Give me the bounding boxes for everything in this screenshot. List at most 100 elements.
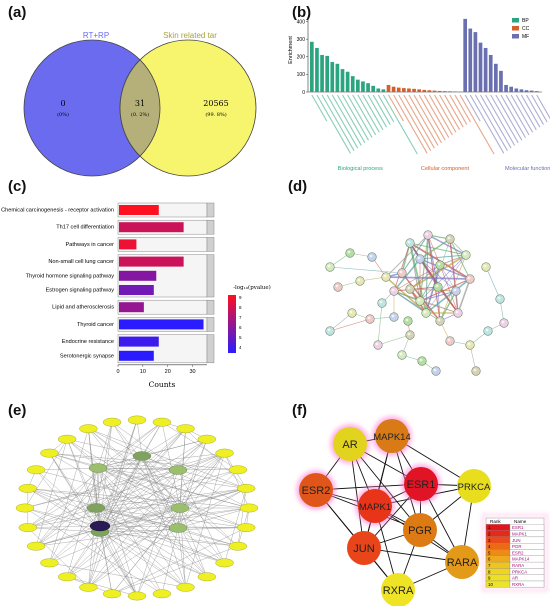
go-term-label	[520, 94, 541, 128]
kegg-xtick-label: 10	[140, 369, 146, 375]
go-term-label	[347, 94, 373, 138]
ring-edge	[99, 419, 138, 527]
ppi-edge	[385, 234, 429, 278]
ppi-node	[451, 286, 461, 296]
go-term-label	[362, 94, 384, 131]
ppi-edge	[377, 334, 411, 346]
ppi-node	[445, 336, 455, 346]
ring-node	[176, 582, 195, 592]
rank-table-rank: 10	[488, 582, 493, 587]
ring-edge	[185, 428, 247, 489]
ring-node	[57, 572, 77, 582]
go-term-label	[403, 94, 435, 149]
ppi-node	[389, 286, 399, 296]
go-term-label	[331, 94, 362, 146]
ring-node	[15, 503, 35, 513]
ring-edge	[99, 531, 138, 597]
rank-table-header: Rank	[490, 519, 501, 524]
ring-edge	[179, 507, 208, 577]
ring-edge	[27, 507, 97, 528]
ring-edge	[99, 439, 207, 533]
go-legend-swatch	[512, 26, 519, 31]
rank-table-name: PRKCA	[512, 569, 527, 574]
ring-hub-node	[168, 465, 188, 475]
ring-edge	[95, 452, 225, 509]
rank-table-name: MAPK14	[512, 557, 530, 562]
rank-table-rank: 5	[488, 550, 491, 555]
ring-edge	[97, 467, 138, 597]
go-bar-cc	[386, 84, 391, 92]
go-bars	[310, 18, 539, 93]
ring-edge	[177, 527, 186, 588]
kegg-x-axis: 0 10 20 30	[116, 364, 207, 375]
ppi-edge	[425, 278, 471, 314]
ppi-node	[325, 262, 335, 272]
ring-node	[152, 589, 172, 599]
go-bar-mf	[514, 88, 519, 92]
go-ytick-label: 100	[297, 72, 306, 78]
ppi-node	[435, 316, 445, 326]
rank-table-name: ESR2	[512, 550, 524, 555]
ring-edge	[179, 507, 225, 564]
ppi-edge	[409, 288, 441, 322]
venn-left-title: RT+RP	[83, 31, 109, 40]
ring-edge	[97, 467, 207, 577]
ring-edge	[99, 525, 238, 547]
ppi-node	[421, 308, 431, 318]
go-term-label	[444, 94, 464, 128]
ring-hub-node	[170, 503, 190, 513]
string-ppi-network	[325, 230, 509, 376]
go-bar-cc	[427, 90, 432, 92]
ring-edge	[141, 455, 186, 588]
ring-hub-node	[88, 463, 108, 473]
go-bar-mf	[524, 90, 529, 92]
kegg-xtick-label: 0	[116, 369, 119, 375]
ppi-edge	[329, 318, 371, 332]
go-term-label	[500, 94, 526, 138]
go-term-label	[336, 94, 366, 144]
ppi-node	[465, 340, 475, 350]
ring-edge	[66, 531, 101, 577]
ring-edge	[36, 527, 179, 547]
kegg-group-strip	[206, 299, 215, 315]
ring-edge	[88, 507, 181, 588]
ppi-edge	[419, 234, 429, 302]
ring-edge	[24, 469, 179, 509]
go-term-label	[311, 94, 328, 122]
go-bar-mf	[483, 47, 488, 92]
ppi-node	[355, 276, 365, 286]
ring-edge	[88, 452, 225, 588]
kegg-pathway-label: Thyroid hormone signaling pathway	[26, 273, 115, 279]
ppi-node	[405, 330, 415, 340]
ring-edge	[95, 507, 179, 529]
go-term-label	[423, 94, 450, 138]
ring-edge	[99, 428, 186, 533]
ring-edge	[177, 527, 225, 564]
go-term-label	[495, 94, 523, 141]
ring-edge	[177, 439, 208, 529]
ring-node	[197, 434, 217, 444]
go-term-label	[382, 94, 418, 155]
hub-node-label: JUN	[353, 543, 374, 555]
ring-edge	[49, 452, 179, 471]
go-term-label	[352, 94, 377, 136]
ppi-node	[465, 274, 475, 284]
go-term-label	[439, 94, 461, 131]
ppi-edge	[419, 238, 451, 260]
ring-edge	[35, 469, 101, 527]
ppi-node	[389, 312, 399, 322]
ring-edge	[99, 525, 225, 564]
ring-edge	[99, 428, 186, 527]
ppi-edge	[329, 266, 403, 274]
ppi-edge	[425, 254, 467, 314]
kegg-xlabel: Counts	[149, 380, 176, 389]
panel-label-c: (c)	[8, 178, 27, 195]
go-bar-cc	[412, 88, 416, 92]
rank-table-rank: 4	[488, 544, 491, 549]
ppi-node	[453, 308, 463, 318]
kegg-legend-tick: 5	[239, 335, 242, 340]
ring-edge	[99, 452, 225, 527]
ring-edge	[136, 507, 181, 597]
ring-center-node	[89, 520, 111, 532]
kegg-bar	[119, 205, 159, 215]
